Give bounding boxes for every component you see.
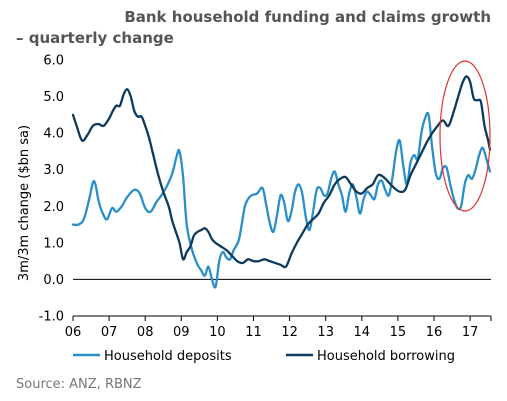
x-tick-label: 08 — [137, 325, 154, 340]
legend: Household deposits Household borrowing — [73, 349, 455, 364]
series-household-deposits-line — [71, 111, 492, 289]
x-tick-label: 06 — [65, 325, 82, 340]
x-tick-label: 10 — [209, 325, 226, 340]
x-tick-label: 09 — [173, 325, 190, 340]
highlight-circle-annotation — [439, 60, 491, 212]
y-tick-label: -1.0 — [39, 310, 64, 325]
y-tick-label: 3.0 — [43, 163, 64, 178]
x-tick-label: 14 — [354, 325, 371, 340]
x-tick-label: 16 — [426, 325, 443, 340]
y-tick-label: 2.0 — [43, 200, 64, 215]
y-tick-label: 6.0 — [43, 54, 64, 69]
source-note: Source: ANZ, RBNZ — [16, 377, 142, 392]
y-axis: 6.0 5.0 4.0 3.0 2.0 1.0 0.0 -1.0 — [39, 54, 64, 325]
x-axis: 06 07 08 09 10 11 12 13 14 15 16 17 — [65, 316, 492, 340]
legend-label-household-deposits: Household deposits — [104, 349, 232, 364]
x-tick-label: 12 — [281, 325, 298, 340]
x-tick-label: 11 — [245, 325, 262, 340]
y-tick-label: 0.0 — [43, 273, 64, 288]
y-axis-label: 3m/3m change ($bn sa) — [17, 125, 32, 281]
y-tick-label: 1.0 — [43, 236, 64, 251]
y-tick-label: 4.0 — [43, 127, 64, 142]
x-tick-label: 15 — [390, 325, 407, 340]
x-tick-label: 17 — [462, 325, 479, 340]
series-household-borrowing-line — [71, 75, 492, 269]
chart-title-line1: Bank household funding and claims growth — [124, 8, 491, 26]
x-tick-label: 07 — [101, 325, 118, 340]
series-layer — [71, 75, 492, 289]
chart-title-line2: – quarterly change — [16, 29, 174, 47]
y-tick-label: 5.0 — [43, 90, 64, 105]
x-tick-label: 13 — [317, 325, 334, 340]
legend-label-household-borrowing: Household borrowing — [317, 349, 455, 364]
